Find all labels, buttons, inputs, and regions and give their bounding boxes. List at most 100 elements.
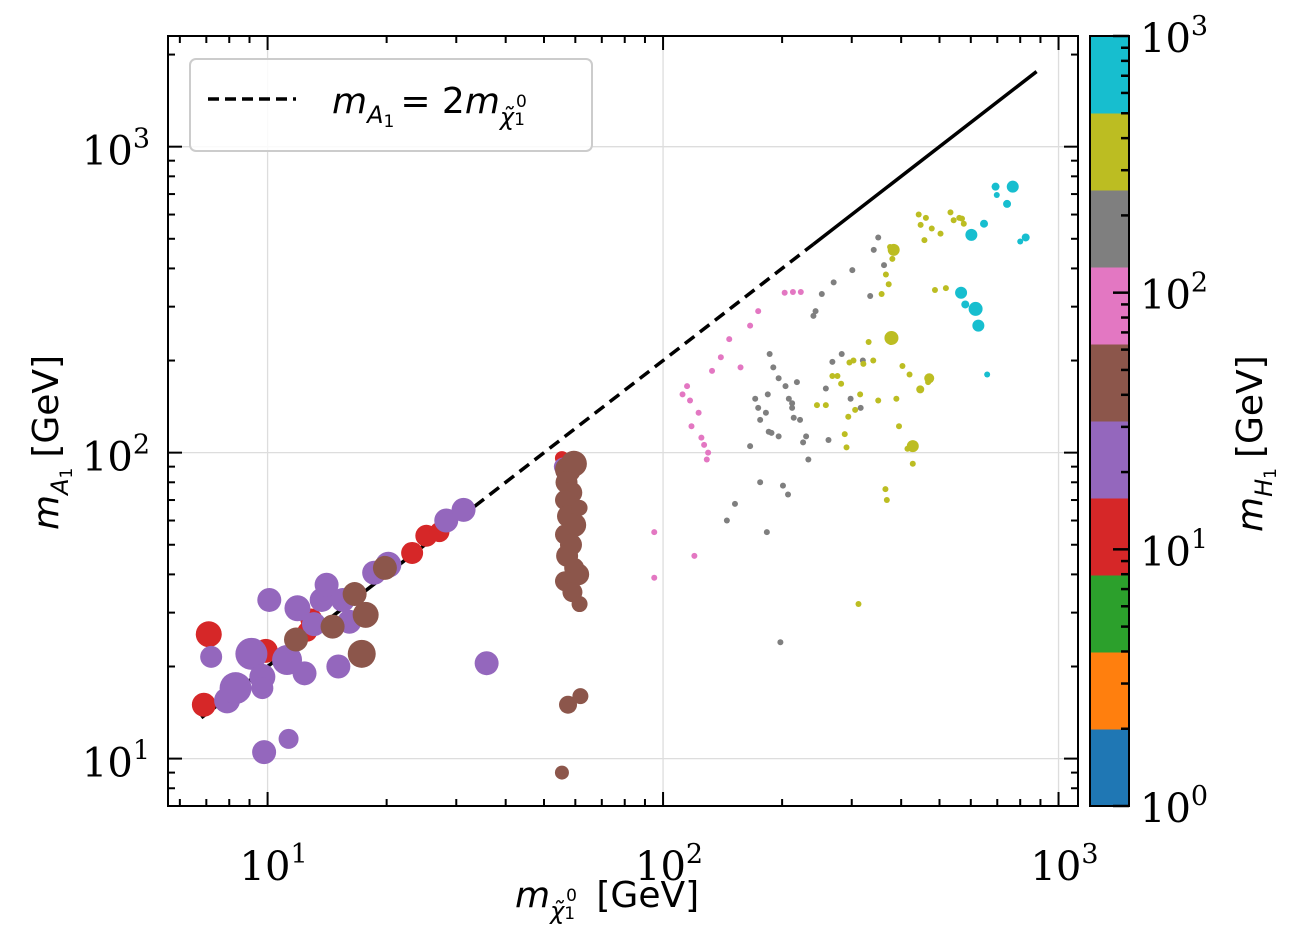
data-point (278, 728, 299, 749)
data-point (917, 221, 924, 228)
data-point (320, 614, 345, 639)
data-point (726, 336, 733, 343)
data-point (770, 364, 777, 371)
colorbar-segment (1090, 190, 1129, 268)
data-point (829, 358, 836, 365)
data-point (572, 688, 589, 705)
data-point (235, 637, 268, 670)
data-point (571, 499, 588, 516)
colorbar-frame (1089, 35, 1130, 807)
data-point (950, 217, 957, 224)
data-point (793, 379, 800, 386)
data-point (830, 279, 837, 286)
data-point (755, 404, 762, 411)
data-point (782, 383, 789, 390)
data-point (889, 255, 896, 262)
data-point (292, 661, 317, 686)
colorbar-segment (1090, 344, 1129, 422)
data-point (352, 601, 379, 628)
data-point (993, 192, 1000, 199)
data-point (822, 385, 829, 392)
data-point (875, 397, 882, 404)
data-point (841, 431, 848, 438)
x-tick-label: 102 (635, 839, 703, 890)
data-point (372, 555, 397, 580)
data-point (960, 220, 967, 227)
data-point (731, 500, 738, 507)
colorbar-label-unit: [GeV] (1230, 355, 1271, 458)
data-point (252, 740, 277, 765)
grid (168, 36, 1078, 806)
data-point (942, 285, 949, 292)
data-point (822, 402, 829, 409)
data-point (805, 456, 812, 463)
data-point (777, 639, 784, 646)
colorbar-tick-label: 100 (1140, 781, 1208, 832)
data-point (928, 225, 935, 232)
data-point (961, 300, 970, 309)
data-point (251, 677, 274, 700)
data-point (775, 433, 782, 440)
data-point (825, 436, 832, 443)
x-axis-label-sub: χ̃ (548, 897, 565, 925)
svg-text:mH1[GeV]: mH1 [GeV] (1230, 355, 1281, 532)
colorbar-label: mH1 [GeV] (1230, 355, 1281, 532)
y-axis-label-symbol: m (26, 495, 67, 530)
data-point (347, 639, 376, 668)
data-point (921, 237, 928, 244)
data-point (765, 428, 772, 435)
data-point (881, 262, 888, 269)
colorbar-label-sub: H (1250, 479, 1278, 497)
data-point (571, 596, 588, 613)
data-point (906, 371, 913, 378)
data-point (695, 409, 702, 416)
axis-tick-labels: 101 102 103 101 102 103 (82, 124, 1099, 890)
data-point (906, 440, 919, 453)
data-points (191, 180, 1030, 780)
data-point (931, 287, 938, 294)
data-point (737, 364, 744, 371)
data-point (972, 319, 985, 332)
data-point (924, 373, 935, 384)
data-point (829, 373, 836, 380)
data-point (916, 385, 925, 394)
data-point (812, 308, 819, 315)
data-point (965, 228, 978, 241)
y-axis-label-sub: A (46, 479, 74, 497)
data-point (757, 416, 764, 423)
svg-text:mA1[GeV]: mA1 [GeV] (26, 355, 77, 530)
colorbar-tick-label: 102 (1140, 268, 1208, 319)
data-point (717, 354, 724, 361)
data-point (766, 351, 773, 358)
colorbar-tick-label: 101 (1140, 524, 1208, 575)
data-point (937, 230, 944, 237)
data-point (895, 423, 902, 430)
data-point (284, 627, 309, 652)
data-point (845, 413, 852, 420)
data-point (687, 397, 694, 404)
data-point (284, 595, 311, 622)
data-point (882, 486, 889, 493)
colorbar-segment (1090, 729, 1129, 807)
colorbar-segment (1090, 113, 1129, 191)
x-axis-label-unit: [GeV] (585, 875, 699, 916)
data-point (703, 456, 710, 463)
data-point (893, 395, 900, 402)
data-point (775, 375, 782, 382)
data-point (915, 211, 922, 218)
data-point (701, 441, 708, 448)
data-point (860, 360, 867, 367)
colorbar-label-symbol: m (1230, 497, 1271, 532)
x-axis-label-symbol: m (515, 875, 550, 916)
data-point (195, 621, 222, 648)
data-point (688, 423, 695, 430)
data-point (991, 182, 1000, 191)
data-point (887, 243, 900, 256)
legend: mA1 = 2mχ̃10 (189, 58, 593, 152)
colorbar-segment (1090, 421, 1129, 499)
colorbar-tick-label: 103 (1140, 11, 1208, 62)
y-tick-label: 102 (82, 430, 150, 481)
data-point (803, 433, 810, 440)
data-point (691, 552, 698, 559)
